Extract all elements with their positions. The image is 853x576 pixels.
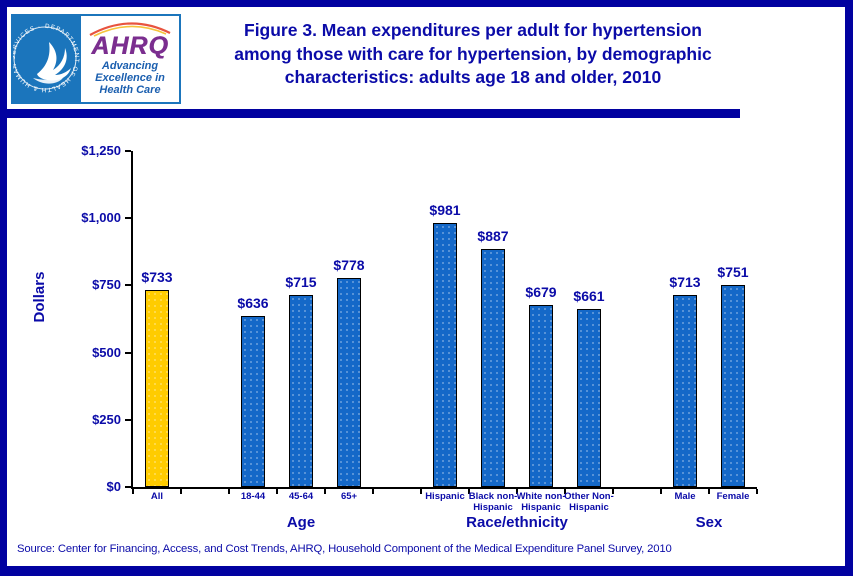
x-axis-category-label: 65+: [340, 491, 358, 502]
axis-group-label-sex: Sex: [695, 514, 723, 531]
source-note: Source: Center for Financing, Access, an…: [17, 543, 672, 555]
figure-title-line: characteristics: adults age 18 and older…: [284, 67, 662, 87]
bar-value-label: $636: [237, 295, 269, 312]
x-axis-tick: [324, 489, 326, 494]
x-axis-tick: [516, 489, 518, 494]
x-axis-category-label: All: [150, 491, 164, 502]
y-axis-tick: [125, 486, 131, 488]
x-axis-tick: [276, 489, 278, 494]
x-axis-category-label: Female: [716, 491, 750, 502]
bar-value-label: $661: [573, 288, 605, 305]
x-axis-tick: [468, 489, 470, 494]
ahrq-logo: DEPARTMENT OF HEALTH & HUMAN SERVICES · …: [11, 14, 181, 104]
bar-male: [673, 295, 697, 487]
bar-value-label: $713: [669, 274, 701, 291]
bar-value-label: $981: [429, 202, 461, 219]
x-axis-tick: [132, 489, 134, 494]
ahrq-acronym: AHRQ: [91, 31, 169, 60]
x-axis-tick: [612, 489, 614, 494]
bar-white-non-: [529, 304, 553, 487]
y-axis-tick-label: $250: [92, 411, 121, 427]
y-axis-tick-label: $750: [92, 277, 121, 293]
tagline-line: Advancing: [101, 59, 159, 72]
bar-value-label: $751: [717, 264, 749, 281]
bar-other-non-: [576, 309, 601, 487]
x-axis-tick: [372, 489, 374, 494]
y-axis-title: Dollars: [31, 271, 48, 323]
bar-all: [145, 289, 169, 487]
tagline-line: Health Care: [99, 83, 161, 96]
x-axis-category-label: 45-64: [288, 491, 314, 502]
bar-18-44: [241, 316, 265, 487]
rainbow-arc-icon: [89, 21, 171, 37]
tagline-line: Excellence in: [95, 71, 165, 84]
y-axis-tick-label: $0: [106, 479, 121, 494]
x-axis-tick: [660, 489, 662, 494]
bar-value-label: $733: [141, 268, 173, 285]
x-axis-category-label: Male: [674, 491, 696, 502]
figure-title: Figure 3. Mean expenditures per adult fo…: [195, 19, 751, 90]
bar-black-non-: [481, 248, 505, 487]
bar-value-label: $715: [285, 273, 317, 290]
y-axis-tick: [125, 351, 131, 354]
bar-value-label: $778: [333, 256, 365, 273]
y-axis-tick: [125, 418, 131, 421]
x-axis-tick: [420, 489, 422, 494]
eagle-glyph: [37, 42, 71, 81]
x-axis-tick: [708, 489, 710, 494]
x-axis-tick: [564, 489, 566, 494]
ahrq-tagline: Advancing Excellence in Health Care: [95, 60, 165, 96]
y-axis-tick-label: $1,250: [81, 143, 121, 158]
bar-female: [721, 285, 745, 487]
axis-group-label-age: Age: [286, 514, 316, 531]
figure-title-line: Figure 3. Mean expenditures per adult fo…: [244, 20, 702, 40]
x-axis-category-label: Hispanic: [425, 491, 465, 502]
x-axis-category-label: White non- Hispanic: [516, 491, 566, 513]
axis-group-label-race-ethnicity: Race/ethnicity: [466, 514, 568, 531]
ahrq-wordmark: AHRQ Advancing Excellence in Health Care: [81, 16, 179, 102]
plot-area: $0 $250 $500 $750 $1,000 $1,250 $733 All $636 18-…: [81, 143, 758, 531]
y-axis-tick-label: $500: [92, 344, 121, 360]
header-divider-bar: [7, 109, 740, 118]
x-axis-category-label: Black non- Hispanic: [468, 491, 518, 513]
y-axis-tick-label: $1,000: [81, 210, 121, 226]
bar-65+: [337, 277, 361, 487]
x-axis-tick: [180, 489, 182, 494]
x-axis-category-label: 18-44: [240, 491, 266, 502]
hhs-seal: DEPARTMENT OF HEALTH & HUMAN SERVICES · …: [13, 16, 81, 102]
hhs-eagle-icon: DEPARTMENT OF HEALTH & HUMAN SERVICES · …: [13, 18, 79, 93]
figure-title-line: among those with care for hypertension, …: [234, 43, 712, 64]
bar-value-label: $679: [525, 283, 557, 300]
y-axis-tick: [125, 284, 131, 287]
bar-hispanic: [433, 223, 457, 487]
bar-value-label: $887: [477, 227, 509, 244]
x-axis-category-label: Other Non- Hispanic: [564, 491, 614, 513]
bar-45-64: [289, 294, 313, 487]
y-axis-tick: [125, 217, 131, 220]
x-axis-tick: [756, 489, 758, 494]
y-axis-tick: [125, 150, 131, 152]
x-axis-tick: [228, 489, 230, 494]
